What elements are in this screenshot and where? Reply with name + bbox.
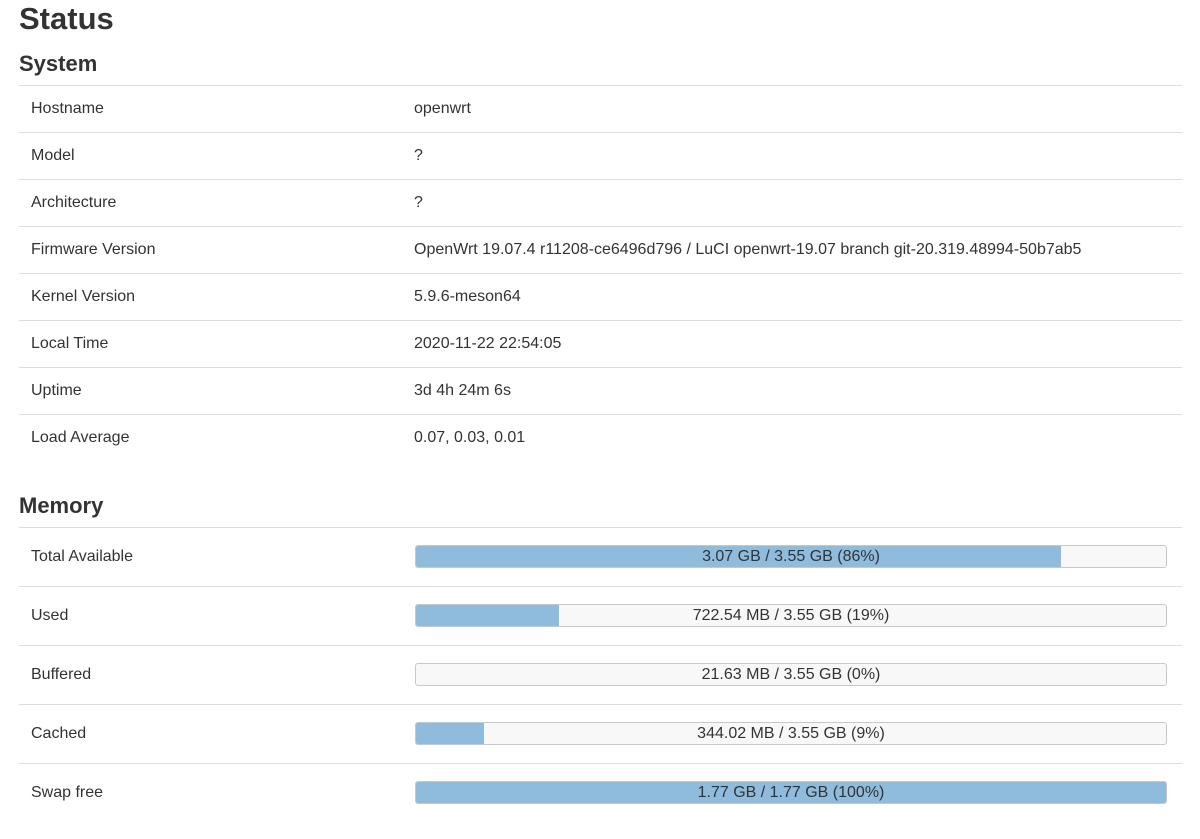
system-section-title: System [19,51,98,76]
memory-table: Total Available 3.07 GB / 3.55 GB (86%) … [19,527,1182,822]
row-label: Used [31,607,69,624]
row-label: Buffered [31,666,92,683]
system-row-model: Model ? [19,132,1182,179]
row-label: Load Average [31,429,130,446]
progress-bar-fill [416,546,1061,567]
system-row-load-average: Load Average 0.07, 0.03, 0.01 [19,414,1182,461]
row-value: ? [414,194,423,211]
progress-bar-text: 722.54 MB / 3.55 GB (19%) [692,607,890,624]
memory-row-cached: Cached 344.02 MB / 3.55 GB (9%) [19,704,1182,763]
row-label: Firmware Version [31,241,156,258]
progress-bar-text: 3.07 GB / 3.55 GB (86%) [702,548,880,565]
row-value: ? [414,147,423,164]
row-label: Uptime [31,382,82,399]
row-value: 2020-11-22 22:54:05 [414,335,562,352]
progress-bar: 21.63 MB / 3.55 GB (0%) [415,663,1167,686]
row-label: Hostname [31,100,104,117]
progress-bar: 344.02 MB / 3.55 GB (9%) [415,722,1167,745]
memory-row-total-available: Total Available 3.07 GB / 3.55 GB (86%) [19,527,1182,586]
progress-bar: 1.77 GB / 1.77 GB (100%) [415,781,1167,804]
memory-section-title: Memory [19,493,104,518]
progress-bar-fill [416,723,484,744]
row-value: 0.07, 0.03, 0.01 [414,429,526,446]
memory-row-swap-free: Swap free 1.77 GB / 1.77 GB (100%) [19,763,1182,822]
progress-bar-fill [416,605,559,626]
system-table: Hostname openwrt Model ? Architecture ? … [19,85,1182,461]
memory-row-used: Used 722.54 MB / 3.55 GB (19%) [19,586,1182,645]
row-value: OpenWrt 19.07.4 r11208-ce6496d796 / LuCI… [414,241,1082,258]
row-value: openwrt [414,100,471,117]
row-label: Total Available [31,548,133,565]
row-label: Cached [31,725,87,742]
progress-bar-text: 1.77 GB / 1.77 GB (100%) [697,784,885,801]
page-title: Status [19,1,114,36]
system-row-architecture: Architecture ? [19,179,1182,226]
system-row-kernel-version: Kernel Version 5.9.6-meson64 [19,273,1182,320]
row-label: Local Time [31,335,109,352]
system-row-firmware-version: Firmware Version OpenWrt 19.07.4 r11208-… [19,226,1182,273]
row-label: Swap free [31,784,104,801]
system-row-hostname: Hostname openwrt [19,85,1182,132]
row-value: 5.9.6-meson64 [414,288,521,305]
progress-bar-text: 21.63 MB / 3.55 GB (0%) [701,666,881,683]
progress-bar: 722.54 MB / 3.55 GB (19%) [415,604,1167,627]
progress-bar-fill [416,782,1166,803]
row-label: Architecture [31,194,117,211]
system-row-uptime: Uptime 3d 4h 24m 6s [19,367,1182,414]
progress-bar-text: 344.02 MB / 3.55 GB (9%) [697,725,885,742]
row-label: Model [31,147,75,164]
progress-bar: 3.07 GB / 3.55 GB (86%) [415,545,1167,568]
system-row-local-time: Local Time 2020-11-22 22:54:05 [19,320,1182,367]
memory-row-buffered: Buffered 21.63 MB / 3.55 GB (0%) [19,645,1182,704]
row-label: Kernel Version [31,288,136,305]
row-value: 3d 4h 24m 6s [414,382,511,399]
